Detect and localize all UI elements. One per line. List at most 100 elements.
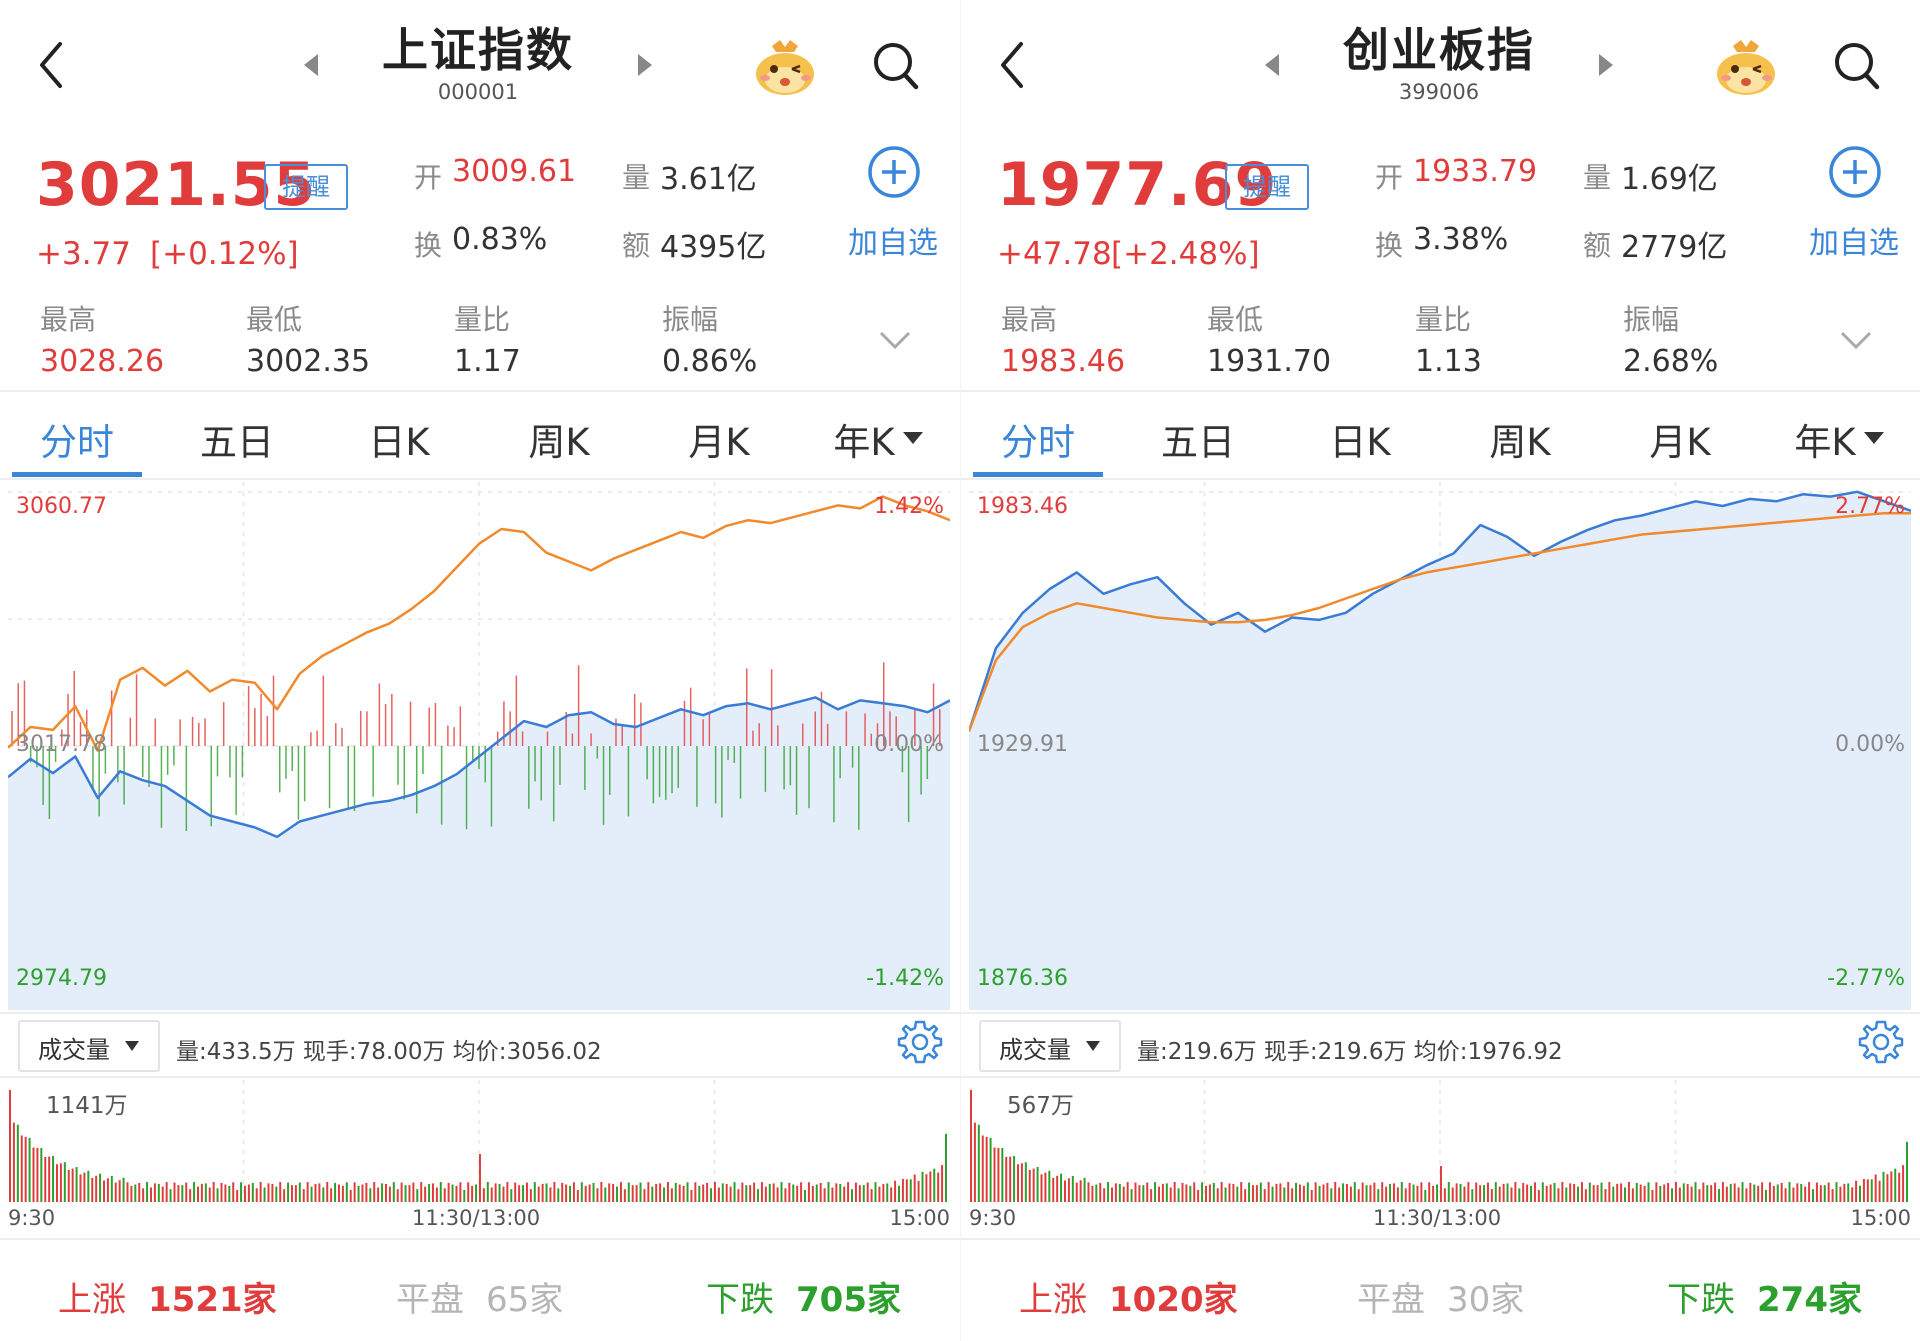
stock-panel-shanghai: 上证指数 000001 3021.55 提醒 +3.77 [+0.12%] 开 … bbox=[0, 23, 960, 1320]
back-arrow-icon[interactable] bbox=[36, 40, 66, 90]
volume-label: 量 bbox=[622, 161, 651, 194]
amount-label: 额 bbox=[622, 229, 651, 262]
high-value: 3028.26 bbox=[40, 344, 165, 379]
volume-ratio-label: 量比 bbox=[1415, 303, 1472, 336]
expand-chevron-icon[interactable] bbox=[878, 330, 912, 350]
intraday-chart[interactable] bbox=[969, 482, 1911, 1010]
tab-week-k[interactable]: 周K bbox=[1489, 421, 1551, 464]
advancers-count: 1020家 bbox=[1109, 1280, 1238, 1320]
amount-value: 2779亿 bbox=[1621, 230, 1728, 265]
turnover-label: 换 bbox=[414, 229, 443, 262]
volume-max-label: 567万 bbox=[1007, 1093, 1074, 1119]
chart-separator bbox=[961, 1012, 1920, 1014]
settings-gear-icon[interactable] bbox=[1857, 1018, 1905, 1066]
select-triangle-icon bbox=[125, 1041, 139, 1051]
indicator-select-label: 成交量 bbox=[38, 1036, 110, 1064]
amplitude-value: 2.68% bbox=[1623, 344, 1719, 379]
decliners-count: 274家 bbox=[1757, 1280, 1862, 1320]
chart-mid-price: 1929.91 bbox=[977, 732, 1068, 757]
stock-name: 上证指数 bbox=[382, 23, 574, 77]
footer-separator bbox=[0, 1238, 960, 1240]
tab-day-k[interactable]: 日K bbox=[368, 421, 430, 464]
volume-ratio-value: 1.13 bbox=[1415, 344, 1482, 379]
open-value: 3009.61 bbox=[452, 154, 577, 189]
decliners-count: 705家 bbox=[796, 1280, 901, 1320]
turnover-value: 0.83% bbox=[452, 222, 548, 257]
stock-name: 创业板指 bbox=[1343, 23, 1535, 77]
volume-info: 量:433.5万 现手:78.00万 均价:3056.02 bbox=[176, 1039, 602, 1065]
chart-separator bbox=[0, 1012, 960, 1014]
turnover-value: 3.38% bbox=[1413, 222, 1509, 257]
chart-bottom-price: 2974.79 bbox=[16, 966, 107, 991]
advancers-label: 上涨 bbox=[58, 1280, 126, 1320]
amount-value: 4395亿 bbox=[660, 230, 767, 265]
active-tab-indicator bbox=[973, 472, 1103, 477]
select-triangle-icon bbox=[1086, 1041, 1100, 1051]
prev-stock-icon[interactable] bbox=[1263, 52, 1283, 78]
settings-gear-icon[interactable] bbox=[896, 1018, 944, 1066]
price-change: +3.77 bbox=[36, 236, 131, 272]
add-watchlist-icon[interactable] bbox=[866, 144, 922, 200]
time-mid: 11:30/13:00 bbox=[412, 1206, 541, 1230]
next-stock-icon[interactable] bbox=[634, 52, 654, 78]
tab-intraday[interactable]: 分时 bbox=[1001, 421, 1075, 464]
volume-label: 量 bbox=[1583, 161, 1612, 194]
price-change: +47.78 bbox=[997, 236, 1112, 272]
price-line bbox=[8, 696, 950, 839]
quote-separator bbox=[961, 390, 1920, 392]
unchanged-count: 65家 bbox=[486, 1280, 564, 1320]
volume-value: 1.69亿 bbox=[1621, 162, 1718, 197]
high-label: 最高 bbox=[40, 303, 97, 336]
tab-week-k[interactable]: 周K bbox=[528, 421, 590, 464]
mascot-icon[interactable] bbox=[1713, 36, 1779, 98]
chart-top-pct: 1.42% bbox=[874, 494, 944, 519]
volume-separator bbox=[0, 1076, 960, 1078]
remind-button[interactable]: 提醒 bbox=[1225, 164, 1309, 210]
add-watchlist-label[interactable]: 加自选 bbox=[1809, 226, 1899, 261]
chart-mid-pct: 0.00% bbox=[1835, 732, 1905, 757]
decliners-label: 下跌 bbox=[706, 1280, 774, 1320]
dropdown-triangle-icon[interactable] bbox=[1863, 430, 1885, 446]
remind-button[interactable]: 提醒 bbox=[264, 164, 348, 210]
stock-panel-chinext: 创业板指 399006 1977.69 提醒 +47.78 [+2.48%] 开… bbox=[961, 0, 1920, 1341]
add-watchlist-icon[interactable] bbox=[1827, 144, 1883, 200]
add-watchlist-label[interactable]: 加自选 bbox=[848, 226, 938, 261]
tab-five-day[interactable]: 五日 bbox=[1161, 421, 1235, 464]
next-stock-icon[interactable] bbox=[1595, 52, 1615, 78]
tab-five-day[interactable]: 五日 bbox=[200, 421, 274, 464]
amount-label: 额 bbox=[1583, 229, 1612, 262]
volume-chart bbox=[970, 1080, 1908, 1202]
indicator-select[interactable] bbox=[979, 1020, 1121, 1072]
tab-month-k[interactable]: 月K bbox=[1649, 421, 1711, 464]
dropdown-triangle-icon[interactable] bbox=[902, 430, 924, 446]
volume-max-label: 1141万 bbox=[46, 1093, 128, 1119]
tab-year-k[interactable]: 年K bbox=[833, 421, 895, 464]
tab-day-k[interactable]: 日K bbox=[1329, 421, 1391, 464]
back-arrow-icon[interactable] bbox=[997, 40, 1027, 90]
low-label: 最低 bbox=[246, 303, 303, 336]
volume-value: 3.61亿 bbox=[660, 162, 757, 197]
volume-ratio-value: 1.17 bbox=[454, 344, 521, 379]
intraday-chart[interactable] bbox=[8, 482, 950, 1010]
volume-chart bbox=[9, 1080, 947, 1202]
tab-intraday[interactable]: 分时 bbox=[40, 421, 114, 464]
time-end: 15:00 bbox=[889, 1206, 950, 1230]
tabs-separator bbox=[0, 478, 960, 480]
time-mid: 11:30/13:00 bbox=[1373, 1206, 1502, 1230]
mascot-icon[interactable] bbox=[752, 36, 818, 98]
tab-month-k[interactable]: 月K bbox=[688, 421, 750, 464]
search-icon[interactable] bbox=[872, 40, 922, 92]
amplitude-value: 0.86% bbox=[662, 344, 758, 379]
low-value: 1931.70 bbox=[1207, 344, 1332, 379]
indicator-select[interactable] bbox=[18, 1020, 160, 1072]
expand-chevron-icon[interactable] bbox=[1839, 330, 1873, 350]
prev-stock-icon[interactable] bbox=[302, 52, 322, 78]
stock-code: 399006 bbox=[1398, 80, 1480, 104]
chart-top-price: 1983.46 bbox=[977, 494, 1068, 519]
time-start: 9:30 bbox=[8, 1206, 56, 1230]
high-value: 1983.46 bbox=[1001, 344, 1126, 379]
tab-year-k[interactable]: 年K bbox=[1794, 421, 1856, 464]
average-price-line bbox=[8, 495, 950, 752]
search-icon[interactable] bbox=[1833, 40, 1883, 92]
advancers-label: 上涨 bbox=[1019, 1280, 1087, 1320]
